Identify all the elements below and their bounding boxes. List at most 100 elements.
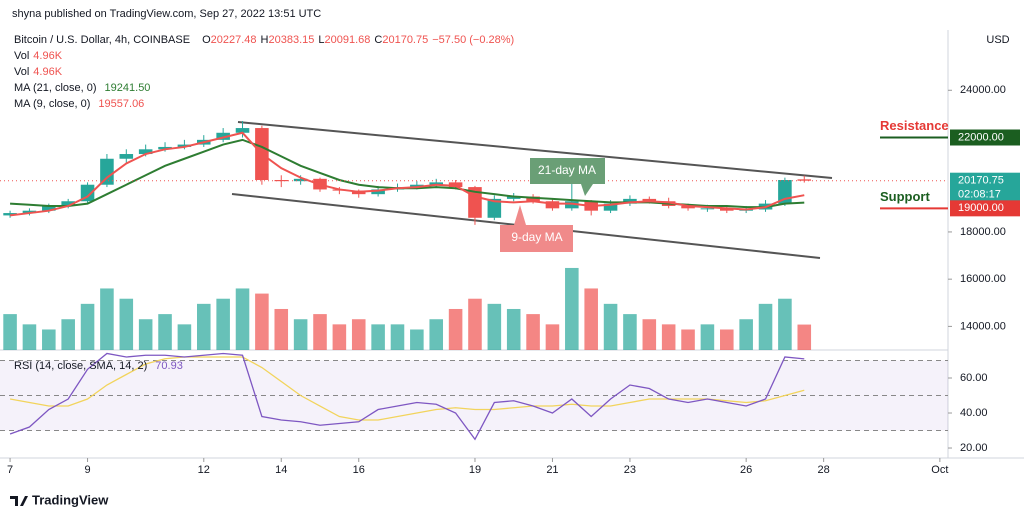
- volume-bar: [681, 329, 695, 350]
- candle-body: [158, 146, 172, 150]
- callout: [500, 205, 573, 252]
- volume-key: Vol: [14, 66, 30, 78]
- legend: Bitcoin / U.S. Dollar, 4h, COINBASE O2022…: [14, 32, 518, 112]
- candle-body: [681, 205, 695, 209]
- y-tick-label: 40.00: [960, 407, 988, 419]
- level-label: 19000.00: [958, 202, 1004, 214]
- y-tick-label: 20.00: [960, 442, 988, 454]
- level-box: [950, 129, 1020, 146]
- last-price: 20170.75: [958, 175, 1004, 187]
- volume-bar: [42, 329, 56, 350]
- y-tick-label: 18000.00: [960, 226, 1006, 238]
- candle-body: [138, 149, 153, 155]
- candle-body: [119, 154, 134, 159]
- ma-key: MA (9, close, 0): [14, 98, 91, 110]
- countdown: 02:08:17: [958, 189, 1001, 201]
- ohlc-value: 20383.15: [268, 34, 315, 46]
- x-tick-label: 26: [740, 464, 752, 476]
- candle-body: [293, 178, 308, 182]
- candle-body: [448, 182, 463, 188]
- rsi-key: RSI (14, close, SMA, 14, 2): [14, 360, 148, 372]
- rsi-value: 70.93: [155, 360, 183, 372]
- x-tick-label: 7: [7, 464, 13, 476]
- level-name: Resistance: [880, 118, 949, 133]
- ma-value: 19557.06: [98, 98, 145, 110]
- legend-row: MA (21, close, 0) 19241.50: [14, 80, 518, 96]
- volume-key: Vol: [14, 50, 30, 62]
- volume-bar: [235, 288, 250, 350]
- footer: TradingView: [32, 492, 109, 507]
- ohlc-value: 20170.75: [382, 34, 429, 46]
- volume-value: 4.96K: [33, 50, 63, 62]
- ma-value: 19241.50: [104, 82, 151, 94]
- annotation: 9-day MA: [511, 230, 562, 244]
- volume-bar: [371, 324, 385, 350]
- volume-bar: [429, 319, 444, 350]
- volume-bar: [158, 314, 172, 350]
- candle-body: [700, 208, 715, 210]
- candle-body: [42, 205, 56, 211]
- legend-title: Bitcoin / U.S. Dollar, 4h, COINBASE: [14, 34, 191, 46]
- volume-bar: [22, 324, 37, 350]
- candle-body: [100, 158, 114, 185]
- volume-bar: [623, 314, 637, 350]
- volume-bar: [700, 324, 715, 350]
- level-box: [950, 200, 1020, 217]
- volume-bar: [410, 329, 424, 350]
- candle-body: [487, 198, 502, 218]
- candle-body: [61, 201, 75, 206]
- candle-body: [22, 210, 37, 214]
- volume-bar: [100, 288, 114, 350]
- ohlc-value: 20227.48: [210, 34, 257, 46]
- candle-body: [545, 201, 560, 209]
- last-price-box: [950, 172, 1020, 203]
- y-tick-label: 16000.00: [960, 273, 1006, 285]
- candle-body: [410, 184, 424, 188]
- candle-body: [3, 213, 17, 216]
- volume-bar: [603, 303, 618, 350]
- candle-body: [526, 196, 540, 202]
- ohlc-value: 20091.68: [324, 34, 371, 46]
- volume-bar: [274, 308, 289, 350]
- candle-body: [565, 201, 579, 209]
- volume-bar: [351, 319, 366, 350]
- volume-bar: [778, 298, 792, 350]
- volume-bar: [545, 324, 560, 350]
- volume-bar: [61, 319, 75, 350]
- volume-bar: [216, 298, 230, 350]
- change: −57.50 (−0.28%): [432, 34, 515, 46]
- volume-bar: [3, 314, 17, 350]
- footer-logo: [10, 496, 28, 506]
- legend-row: Vol 4.96K: [14, 64, 518, 80]
- volume-bar: [642, 319, 657, 350]
- volume-bar: [584, 288, 598, 350]
- candle-body: [642, 198, 657, 202]
- volume-bar: [332, 324, 347, 350]
- volume-bar: [138, 319, 153, 350]
- candle-body: [216, 132, 230, 140]
- ohlc-key: H: [260, 34, 269, 46]
- pane: [0, 30, 948, 458]
- y-tick-label: 24000.00: [960, 84, 1006, 96]
- x-tick-label: 14: [275, 464, 287, 476]
- rsi-band: [0, 360, 948, 431]
- x-tick-label: 9: [84, 464, 90, 476]
- rsi-legend: RSI (14, close, SMA, 14, 2) 70.93: [14, 358, 187, 374]
- x-tick-label: 19: [469, 464, 481, 476]
- ma-line: [9, 131, 805, 217]
- x-tick-label: 28: [818, 464, 830, 476]
- volume-bar: [506, 308, 521, 350]
- volume-bar: [293, 319, 308, 350]
- legend-row: Bitcoin / U.S. Dollar, 4h, COINBASE O2022…: [14, 32, 518, 48]
- candle-body: [177, 144, 192, 147]
- x-tick-label: Oct: [931, 464, 948, 476]
- rsi-line: [9, 352, 805, 441]
- volume-bar: [390, 324, 405, 350]
- volume-bar: [313, 314, 327, 350]
- header: shyna published on TradingView.com, Sep …: [12, 8, 321, 20]
- candle-body: [506, 196, 521, 199]
- candle-body: [623, 198, 637, 204]
- volume-bar: [468, 298, 482, 350]
- candle-body: [720, 208, 734, 211]
